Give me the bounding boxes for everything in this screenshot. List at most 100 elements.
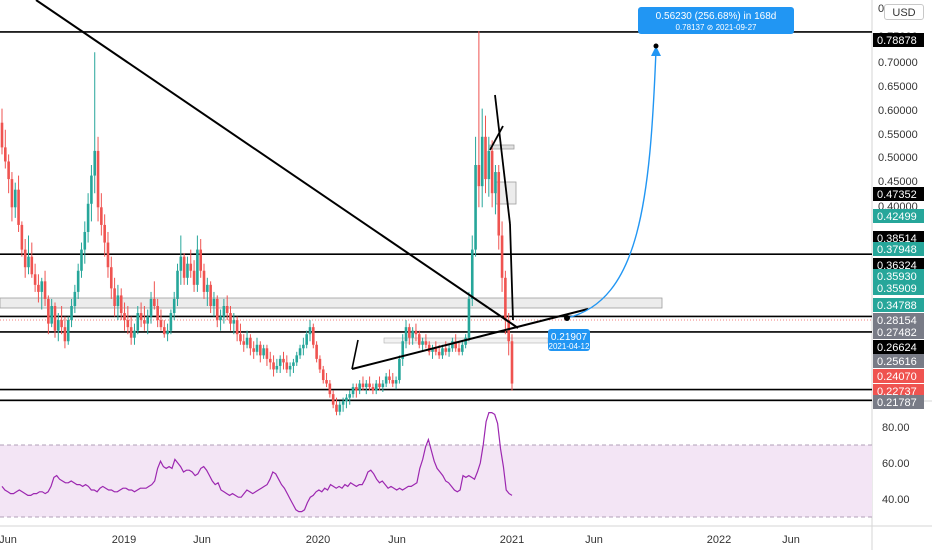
low-point-marker <box>564 315 570 321</box>
candle-body <box>242 341 246 345</box>
candle-body <box>196 249 199 285</box>
candle-body <box>239 334 242 342</box>
price-tag <box>873 298 924 312</box>
candle-body <box>331 394 335 405</box>
candle-body <box>447 348 451 352</box>
price-tag-label: 0.27482 <box>877 327 917 339</box>
candle-body <box>162 327 166 335</box>
candle-body <box>490 150 494 194</box>
rsi-axis-label: 80.00 <box>882 422 910 434</box>
candle-body <box>394 380 398 384</box>
candle-body <box>470 249 474 299</box>
candle-body <box>371 387 375 391</box>
price-tag <box>873 269 924 283</box>
candle-body <box>311 327 315 345</box>
currency-button[interactable]: USD <box>884 4 924 20</box>
candle-body <box>100 207 103 225</box>
candle-body <box>364 383 368 388</box>
rsi-axis-label: 40.00 <box>882 494 910 506</box>
candle-body <box>4 147 7 162</box>
candle-body <box>401 341 405 359</box>
price-tag <box>873 231 924 245</box>
candle-body <box>308 327 312 335</box>
time-axis-label: 2022 <box>707 534 731 546</box>
candle-body <box>17 189 20 225</box>
candle-body <box>225 306 229 314</box>
candle-body <box>408 327 411 338</box>
candle-body <box>27 256 30 268</box>
candle-body <box>182 256 186 278</box>
price-tag <box>873 354 924 368</box>
candle-body <box>358 383 361 391</box>
arrowhead-icon <box>651 46 661 56</box>
candle-body <box>156 306 159 321</box>
candle-body <box>133 330 136 338</box>
price-tag-label: 0.34788 <box>877 300 917 312</box>
candle-body <box>139 313 143 321</box>
candle-body <box>417 334 421 345</box>
candle-body <box>219 316 222 321</box>
candle-body <box>232 320 236 324</box>
candle-body <box>40 281 44 292</box>
price-axis-label: 0.50000 <box>878 152 918 164</box>
candle-body <box>186 263 189 278</box>
candle-body <box>63 327 67 342</box>
trendline-descending <box>35 0 519 329</box>
candle-body <box>487 150 491 180</box>
candle-body <box>341 401 345 405</box>
candle-body <box>255 344 259 352</box>
candle-body <box>461 344 464 352</box>
candle-body <box>298 348 302 356</box>
candle-body <box>302 344 305 349</box>
candle-body <box>454 341 458 349</box>
candle-body <box>259 344 262 356</box>
time-axis-label: Jun <box>782 534 800 546</box>
candle-body <box>106 242 110 268</box>
price-tag-label: 0.25616 <box>877 356 917 368</box>
projection-target-point <box>653 43 659 49</box>
projection-callout-line1: 0.56230 (256.68%) in 168d <box>656 11 777 22</box>
candle-body <box>414 330 418 335</box>
price-tag <box>873 384 924 398</box>
time-axis-label: Jun <box>193 534 211 546</box>
candle-body <box>47 298 50 324</box>
candle-body <box>348 394 352 398</box>
candle-body <box>80 249 83 271</box>
candle-body <box>53 306 57 331</box>
price-axis-label: 0. <box>878 3 887 15</box>
candle-body <box>30 256 34 275</box>
candle-body <box>153 298 156 306</box>
candle-body <box>374 383 378 391</box>
time-axis-label: 2020 <box>306 534 330 546</box>
rsi-axis-label: 60.00 <box>882 458 910 470</box>
time-axis-label: 2021 <box>500 534 524 546</box>
candle-body <box>272 362 275 370</box>
price-tag <box>873 209 924 223</box>
candle-body <box>113 288 116 306</box>
candle-body <box>467 298 471 338</box>
price-tag-label: 0.47352 <box>877 189 917 201</box>
candle-body <box>444 348 448 352</box>
projection-arrow <box>566 49 657 319</box>
price-axis-label: 0.65000 <box>878 81 918 93</box>
candle-body <box>457 348 461 352</box>
candle-body <box>480 136 484 187</box>
candle-body <box>76 270 80 292</box>
price-tag-label: 0.28154 <box>877 315 917 327</box>
candle-body <box>215 298 219 321</box>
candle-body <box>70 306 73 321</box>
candle-body <box>149 298 153 317</box>
triangle-base <box>351 339 359 370</box>
candle-body <box>146 316 150 324</box>
candle-body <box>93 150 97 176</box>
candle-body <box>20 224 24 250</box>
candle-body <box>345 397 348 402</box>
crash-line-2 <box>509 223 514 321</box>
candle-body <box>33 274 37 285</box>
candle-body <box>384 376 388 384</box>
candle-body <box>73 291 77 306</box>
candle-body <box>278 358 282 366</box>
candle-body <box>451 341 454 349</box>
price-tag <box>873 313 924 327</box>
candle-body <box>7 161 10 180</box>
